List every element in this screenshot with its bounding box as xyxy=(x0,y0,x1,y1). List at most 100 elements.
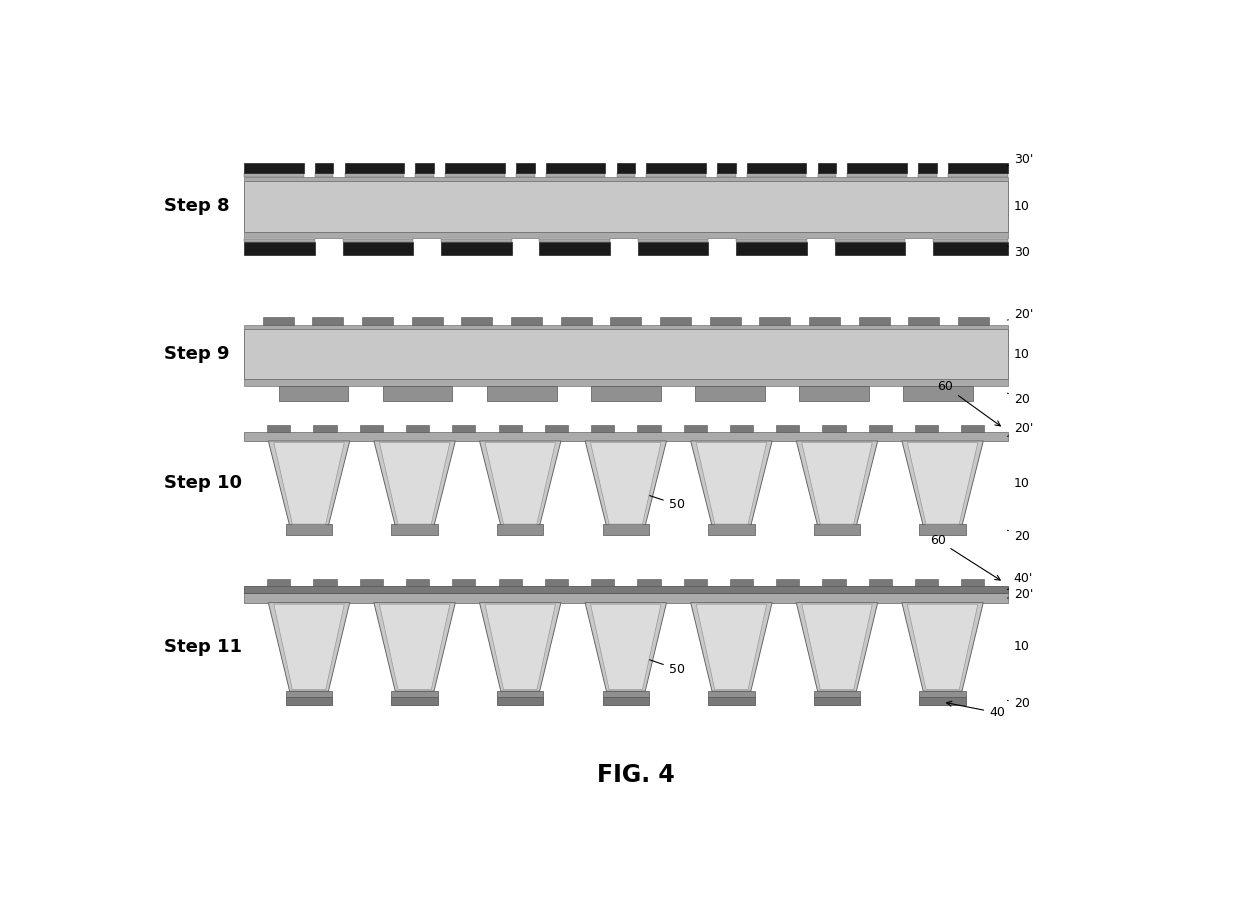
Polygon shape xyxy=(374,603,455,691)
Polygon shape xyxy=(802,604,872,690)
Bar xyxy=(934,239,1007,243)
Polygon shape xyxy=(908,604,978,690)
Bar xyxy=(961,579,985,585)
Text: 20: 20 xyxy=(1007,393,1029,406)
Bar xyxy=(392,691,438,697)
Polygon shape xyxy=(696,604,766,690)
Polygon shape xyxy=(901,441,983,525)
Bar xyxy=(737,239,807,243)
Text: 10: 10 xyxy=(1007,477,1029,490)
Bar xyxy=(759,317,790,325)
Text: 60: 60 xyxy=(930,534,1001,580)
Bar xyxy=(696,385,765,401)
Bar xyxy=(822,579,846,585)
Polygon shape xyxy=(268,441,350,525)
Polygon shape xyxy=(485,604,556,690)
Polygon shape xyxy=(374,441,455,525)
Bar xyxy=(904,385,973,401)
Bar xyxy=(616,173,635,177)
Bar xyxy=(244,585,1007,594)
Bar xyxy=(908,317,939,325)
Bar xyxy=(808,317,839,325)
Bar xyxy=(360,579,383,585)
Bar xyxy=(539,243,610,255)
Polygon shape xyxy=(901,603,983,691)
Bar xyxy=(637,243,708,255)
Text: FIG. 4: FIG. 4 xyxy=(596,764,675,787)
Text: 20': 20' xyxy=(1007,308,1033,321)
Bar xyxy=(637,239,708,243)
Bar xyxy=(947,163,1007,173)
Polygon shape xyxy=(590,443,661,524)
Bar xyxy=(603,691,649,697)
Bar xyxy=(412,317,443,325)
Bar xyxy=(858,317,889,325)
Bar xyxy=(730,579,753,585)
Bar xyxy=(345,173,404,177)
Text: Step 8: Step 8 xyxy=(164,197,229,215)
Bar xyxy=(560,317,591,325)
Bar xyxy=(383,385,453,401)
Bar xyxy=(737,237,807,239)
Bar xyxy=(415,163,434,173)
Bar xyxy=(244,239,315,243)
Bar xyxy=(957,317,988,325)
Bar xyxy=(312,317,343,325)
Bar xyxy=(392,524,438,534)
Bar xyxy=(487,385,557,401)
Polygon shape xyxy=(696,443,766,524)
Bar xyxy=(516,173,534,177)
Polygon shape xyxy=(590,604,661,690)
Text: 40: 40 xyxy=(946,701,1004,719)
Bar xyxy=(817,173,836,177)
Bar xyxy=(342,239,413,243)
Bar xyxy=(683,579,707,585)
Bar xyxy=(497,524,543,534)
Bar xyxy=(244,177,1007,182)
Bar xyxy=(415,173,434,177)
Bar xyxy=(244,329,1007,379)
Bar xyxy=(267,425,290,432)
Bar xyxy=(279,385,348,401)
Bar xyxy=(244,163,304,173)
Bar xyxy=(244,325,1007,329)
Bar xyxy=(244,432,1007,441)
Text: 60: 60 xyxy=(937,380,1001,426)
Bar xyxy=(847,163,906,173)
Bar xyxy=(934,237,1007,239)
Bar xyxy=(776,579,800,585)
Bar xyxy=(683,425,707,432)
Bar xyxy=(646,163,706,173)
Bar xyxy=(660,317,691,325)
Bar xyxy=(591,385,661,401)
Bar xyxy=(285,697,332,705)
Bar xyxy=(497,697,543,705)
Text: 50: 50 xyxy=(642,492,684,511)
Bar xyxy=(708,697,755,705)
Text: Step 10: Step 10 xyxy=(164,474,242,493)
Bar xyxy=(461,317,492,325)
Bar xyxy=(800,385,869,401)
Bar xyxy=(244,594,1007,603)
Bar xyxy=(263,317,294,325)
Bar xyxy=(445,173,505,177)
Polygon shape xyxy=(796,603,878,691)
Polygon shape xyxy=(274,604,345,690)
Bar xyxy=(497,691,543,697)
Bar xyxy=(244,232,1007,237)
Polygon shape xyxy=(796,441,878,525)
Bar xyxy=(915,425,939,432)
Bar xyxy=(314,425,337,432)
Text: 20: 20 xyxy=(1007,530,1029,543)
Bar xyxy=(244,182,1007,232)
Bar xyxy=(746,163,806,173)
Polygon shape xyxy=(379,604,450,690)
Bar xyxy=(730,425,753,432)
Bar xyxy=(717,163,735,173)
Bar xyxy=(244,243,315,255)
Bar xyxy=(285,524,332,534)
Bar xyxy=(869,579,892,585)
Bar xyxy=(813,524,861,534)
Text: 20: 20 xyxy=(1007,697,1029,710)
Bar xyxy=(610,317,641,325)
